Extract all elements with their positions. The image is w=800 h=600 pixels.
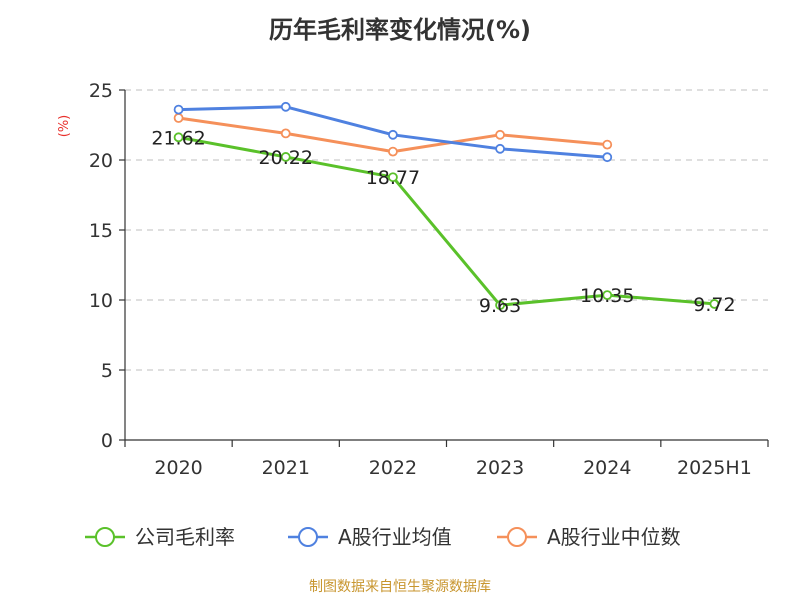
x-tick-label: 2022 [369, 457, 417, 479]
chart-title: 历年毛利率变化情况(%) [269, 16, 531, 44]
axes: 0 5 10 15 20 25 2020 2021 2022 2023 2024 2025H1 [89, 80, 769, 479]
data-point [388, 129, 398, 140]
data-label: 21.62 [151, 127, 205, 149]
data-point [495, 143, 505, 154]
source-footer: 制图数据来自恒生聚源数据库 [309, 579, 491, 595]
data-point [280, 101, 291, 112]
data-point [602, 139, 613, 150]
data-point [495, 129, 505, 140]
series-0 [173, 132, 720, 311]
x-tick-label: 2023 [476, 457, 524, 479]
data-point [173, 104, 184, 115]
series-layer [173, 101, 720, 311]
legend-label: A股行业均值 [338, 525, 452, 549]
x-tick-label: 2021 [262, 457, 310, 479]
y-axis-label: (%) [57, 115, 72, 138]
data-point [388, 172, 398, 183]
legend-marker [507, 527, 527, 547]
y-tick-label: 10 [89, 290, 113, 312]
data-label: 20.22 [259, 147, 313, 169]
legend-marker [298, 527, 318, 547]
series-line [178, 135, 715, 307]
x-tick-label: 2020 [154, 457, 202, 479]
y-tick-label: 25 [89, 80, 113, 102]
series-2 [173, 113, 613, 157]
y-tick-label: 20 [89, 150, 113, 172]
data-labels: 21.62 20.22 18.77 9.63 10.35 9.72 [151, 127, 735, 317]
x-tick-label: 2024 [583, 457, 631, 479]
legend: 公司毛利率 A股行业均值 A股行业中位数 [85, 525, 681, 549]
data-point [602, 152, 613, 163]
x-tick-label: 2025H1 [677, 457, 752, 479]
data-point [495, 300, 505, 311]
data-point [173, 132, 184, 143]
data-point [280, 152, 291, 162]
data-label: 18.77 [366, 167, 420, 189]
y-tick-label: 15 [89, 220, 113, 242]
legend-item-1[interactable]: A股行业均值 [288, 525, 452, 549]
data-label: 9.63 [479, 295, 521, 317]
grid-lines [125, 89, 768, 371]
legend-item-0[interactable]: 公司毛利率 [85, 525, 235, 549]
data-point [173, 113, 184, 123]
legend-label: A股行业中位数 [547, 525, 681, 549]
data-label: 10.35 [580, 285, 634, 307]
legend-label: 公司毛利率 [135, 525, 235, 549]
y-tick-label: 5 [101, 360, 113, 382]
series-1 [173, 101, 613, 163]
data-point [388, 146, 398, 157]
data-point [280, 128, 291, 139]
y-tick-label: 0 [101, 430, 113, 452]
legend-item-2[interactable]: A股行业中位数 [497, 525, 681, 549]
data-point [602, 290, 613, 301]
data-label: 9.72 [693, 294, 735, 316]
data-point [709, 299, 720, 309]
legend-marker [95, 527, 115, 547]
